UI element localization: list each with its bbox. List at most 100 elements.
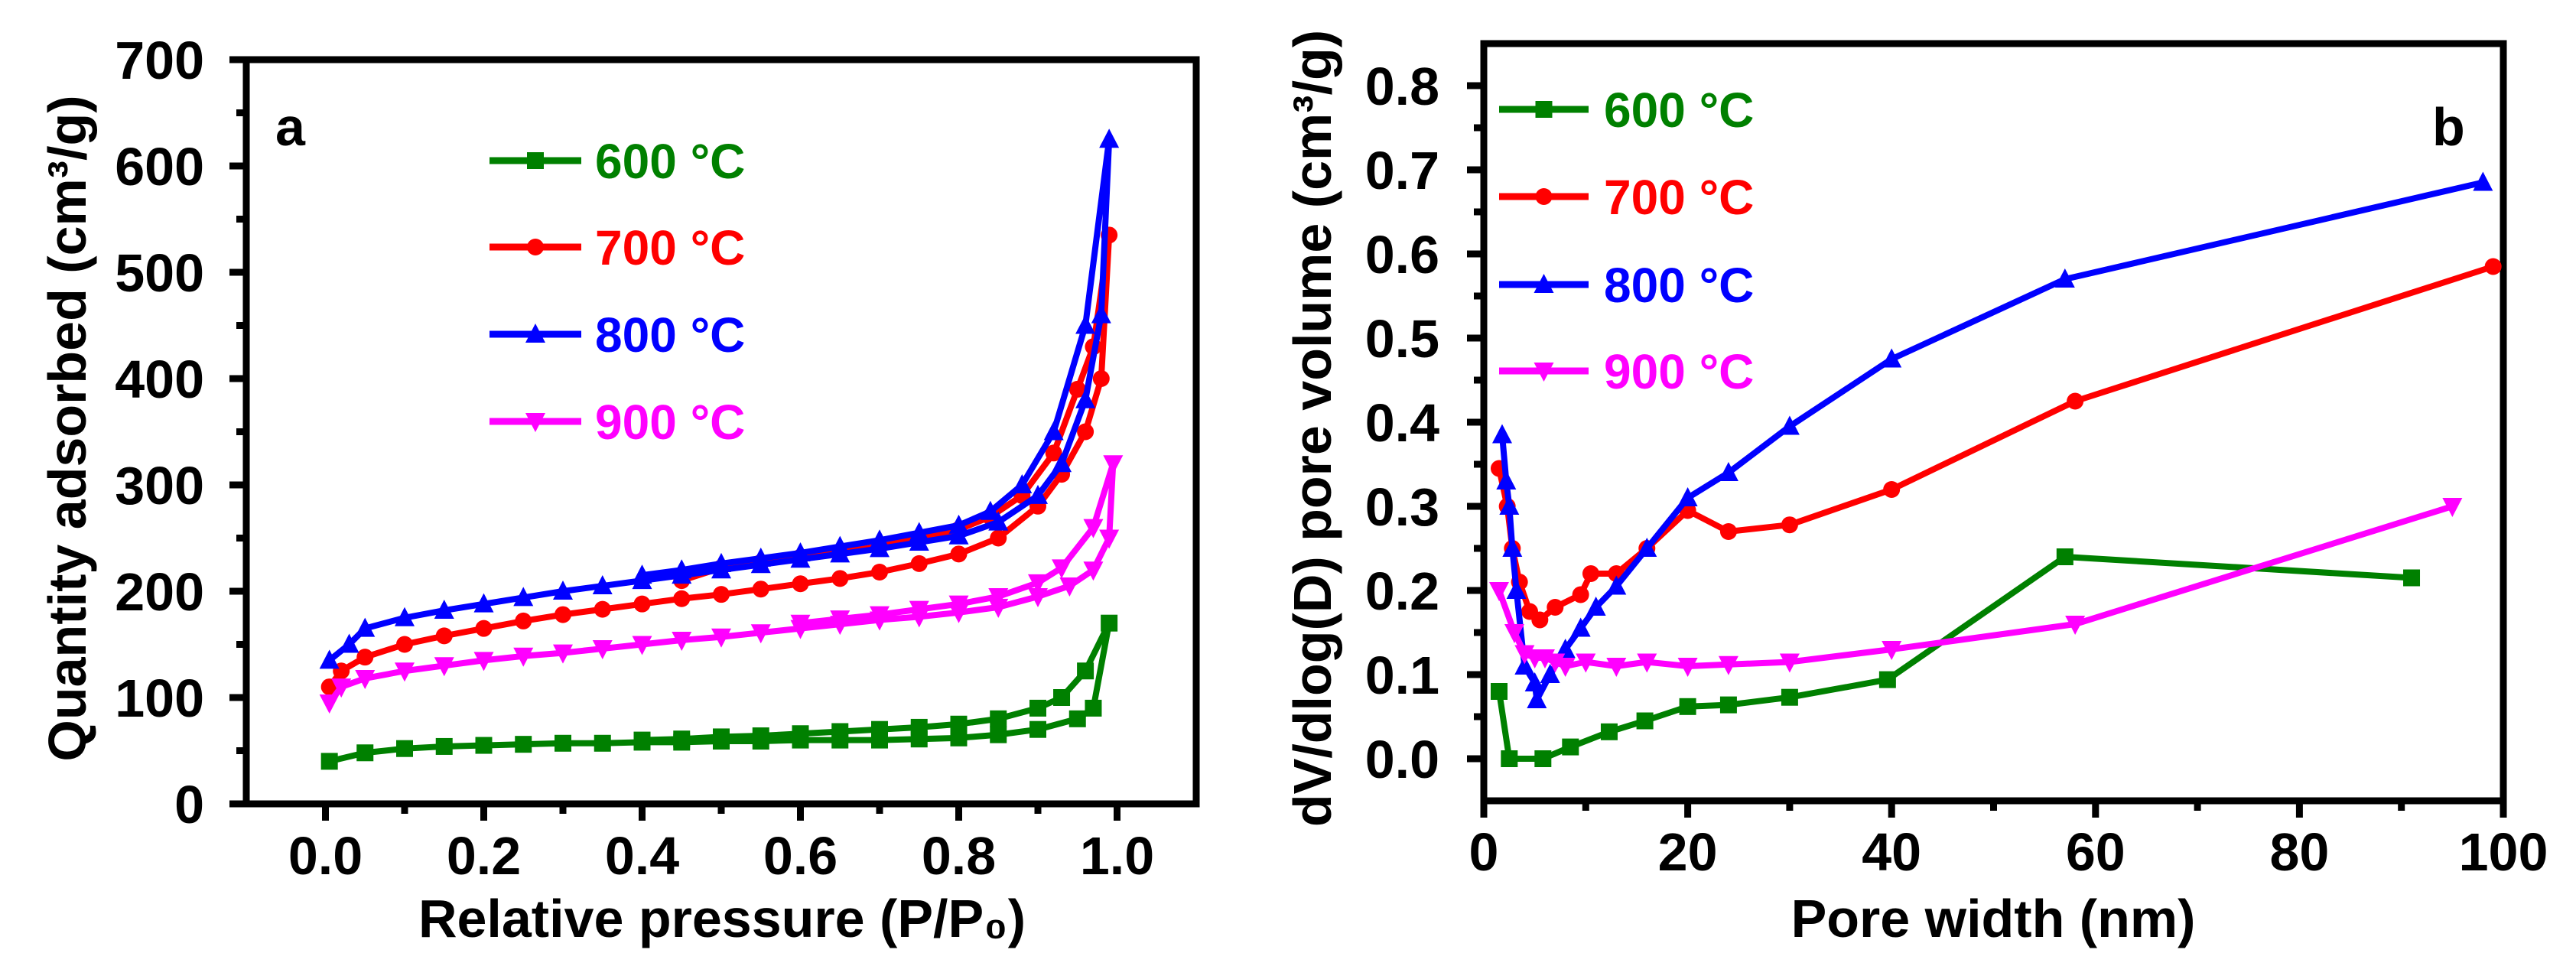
panel-b-y-tick-label: 0.8 [1365, 57, 1439, 116]
panel-a-x-tick-label: 0.8 [922, 826, 996, 886]
panel-a-data-point [319, 694, 340, 714]
panel-a-data-point [473, 593, 494, 613]
panel-a-data-point [870, 606, 890, 626]
panel-b-data-point [1534, 750, 1552, 767]
panel-b-x-axis-title: Pore width (nm) [1791, 889, 2196, 948]
panel-b-data-point [1488, 582, 1509, 601]
panel-b-y-axis-title: dV/dlog(D) pore volume (cm³/g) [1283, 30, 1342, 827]
panel-a-data-point [831, 723, 849, 740]
panel-b-legend-label: 600 °C [1604, 83, 1754, 138]
panel-a-data-point [950, 715, 968, 733]
panel-a-data-point [1028, 484, 1048, 504]
panel-a-data-point [592, 640, 613, 660]
panel-a-data-point [988, 598, 1009, 618]
panel-b-data-point [1779, 653, 1800, 673]
panel-a-data-point [515, 736, 532, 753]
panel-a-data-point [435, 737, 453, 755]
panel-a-data-point [1085, 699, 1102, 717]
panel-a-y-tick-label: 400 [115, 350, 204, 409]
panel-b-series-800 [1491, 171, 2493, 708]
panel-b-x-tick-label: 0 [1469, 822, 1499, 882]
panel-b-data-point [1679, 698, 1696, 715]
panel-b-data-point [1491, 424, 1512, 444]
panel-a-data-point [1052, 559, 1072, 579]
panel-b-data-point [1582, 565, 1599, 582]
panel-a-data-point [1075, 314, 1096, 334]
panel-b-series-line [1496, 554, 2412, 762]
panel-a-legend-marker [525, 324, 545, 343]
panel-a-legend-label: 800 °C [595, 307, 745, 363]
panel-b-data-point [1540, 664, 1560, 683]
panel-b-pore-distribution: b Pore width (nm) dV/dlog(D) pore volume… [1283, 30, 2548, 948]
panel-b-data-point [1527, 689, 1547, 708]
panel-b-legend-marker [1534, 363, 1554, 382]
panel-b-data-point [2067, 392, 2084, 410]
panel-a-data-point [475, 620, 493, 637]
panel-b-data-point [1637, 653, 1657, 673]
panel-a-data-point [632, 636, 652, 655]
panel-a-data-point [1012, 474, 1033, 493]
panel-b-data-point [2442, 498, 2463, 517]
panel-b-data-point [2473, 171, 2493, 191]
panel-b-y-tick-label: 0.1 [1365, 646, 1439, 705]
panel-b-data-point [1878, 671, 1896, 688]
panel-a-data-point [1028, 587, 1048, 607]
panel-a-data-point [1077, 662, 1094, 680]
panel-a-data-point [673, 730, 691, 748]
panel-b-data-point [1781, 688, 1798, 706]
panel-a-data-point [1103, 455, 1124, 475]
panel-a-y-tick-label: 600 [115, 137, 204, 197]
panel-a-data-point [910, 718, 928, 736]
panel-a-data-point [790, 542, 811, 561]
panel-a-data-point [909, 600, 929, 620]
panel-a-x-axis-title: Relative pressure (P/P₀) [418, 889, 1026, 948]
panel-b-y-tick-label: 0.3 [1365, 477, 1439, 537]
panel-a-data-point [980, 500, 1000, 520]
panel-a-data-point [713, 586, 730, 603]
panel-b-series-900 [1488, 498, 2463, 677]
panel-a-data-point [515, 612, 532, 629]
panel-a-data-point [513, 647, 534, 667]
panel-a-data-point [673, 590, 691, 607]
panel-b-label: b [2432, 97, 2465, 157]
panel-b-data-point [1606, 575, 1627, 595]
panel-a-data-point [990, 710, 1007, 727]
panel-b-data-point [1501, 750, 1518, 767]
panel-b-legend-marker [1535, 188, 1553, 205]
panel-a-data-point [750, 624, 771, 644]
panel-a-data-point [339, 633, 359, 653]
panel-a-data-point [331, 678, 352, 698]
panel-a-y-tick-label: 700 [115, 31, 204, 90]
panel-a-data-point [672, 559, 692, 579]
panel-a-data-point [871, 563, 888, 581]
panel-a-label: a [275, 97, 306, 157]
panel-a-data-point [1068, 710, 1086, 727]
panel-a-y-axis-title: Quantity adsorbed (cm³/g) [37, 95, 97, 761]
panel-b-data-point [1781, 516, 1798, 534]
panel-a-data-point [831, 570, 849, 587]
panel-a-data-point [790, 614, 811, 634]
panel-b-x-tick-label: 80 [2269, 822, 2329, 882]
panel-a-data-point [1083, 519, 1104, 538]
panel-b-data-point [1555, 658, 1576, 677]
panel-a-data-point [434, 657, 454, 677]
panel-a-data-point [632, 564, 652, 584]
panel-b-data-point [1719, 696, 1737, 714]
panel-b-data-point [1496, 470, 1517, 490]
panel-b-y-tick-label: 0.5 [1365, 309, 1439, 369]
panel-a-isotherms: a Relative pressure (P/P₀) Quantity adso… [37, 31, 1200, 948]
panel-b-y-tick-label: 0.6 [1365, 225, 1439, 285]
panel-b-legend-label: 800 °C [1604, 258, 1754, 313]
panel-b-series-line [1496, 503, 2454, 669]
panel-b-data-point [1499, 496, 1520, 515]
panel-a-data-point [395, 662, 415, 682]
panel-a-legend-label: 900 °C [595, 395, 745, 450]
panel-b-data-point [1600, 723, 1618, 740]
panel-a-data-point [633, 731, 651, 749]
panel-a-data-point [672, 631, 692, 651]
panel-a-data-point [633, 595, 651, 613]
panel-a-data-point [1099, 128, 1120, 148]
panel-a-data-point [870, 529, 890, 549]
panel-a-data-point [750, 547, 771, 567]
